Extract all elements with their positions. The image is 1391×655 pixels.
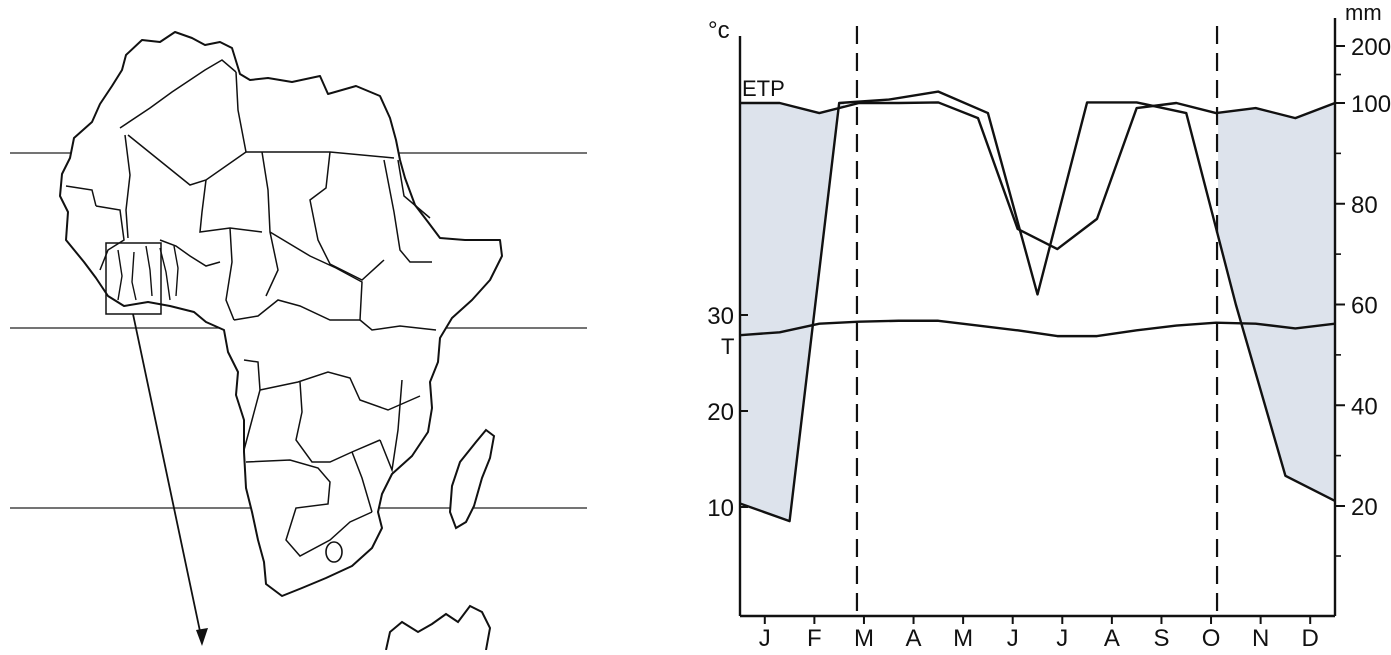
series-label-t: T — [721, 334, 734, 359]
left-axis-unit: °c — [708, 17, 730, 44]
inset-arrow-line — [132, 313, 202, 637]
climate-chart-svg: 10 20 30 °c 20 40 60 80 100 200 mm J F M A M J J A S O N D ETP… — [707, 0, 1391, 652]
month-label: N — [1252, 625, 1269, 650]
madagascar-outline — [448, 428, 496, 530]
month-label: A — [1104, 625, 1120, 650]
inset-borders — [117, 245, 179, 301]
month-label: M — [953, 625, 973, 650]
right-tick-label: 60 — [1351, 293, 1378, 320]
inset-arrow-head — [196, 628, 208, 646]
lesotho-outline — [325, 541, 343, 563]
africa-outline — [59, 31, 503, 597]
right-tick-label: 40 — [1351, 393, 1378, 420]
climate-chart: 10 20 30 °c 20 40 60 80 100 200 mm J F M A M J J A S O N D ETP… — [600, 0, 1391, 652]
deficit-area-late — [1218, 103, 1335, 501]
month-label: M — [854, 625, 874, 650]
shaded-deficit-areas — [740, 102, 1335, 522]
month-label: F — [807, 625, 822, 650]
chart-labels: ETP T — [721, 76, 785, 359]
month-label: J — [1056, 625, 1068, 650]
chart-axes: 10 20 30 °c 20 40 60 80 100 200 mm J F M A M J J A S O N D — [707, 0, 1391, 652]
left-tick-label: 10 — [707, 495, 734, 522]
series-label-etp: ETP — [742, 76, 785, 101]
right-axis-unit: mm — [1345, 0, 1382, 25]
country-borders — [65, 59, 437, 557]
left-tick-label: 30 — [707, 303, 734, 330]
africa-map — [0, 0, 600, 651]
right-tick-label: 200 — [1351, 34, 1391, 61]
dashed-season-markers — [855, 26, 1219, 616]
series-rainfall-line — [739, 90, 1336, 523]
month-label: J — [759, 625, 771, 650]
enlarged-region-outline — [385, 604, 492, 651]
month-label: S — [1153, 625, 1169, 650]
month-label: O — [1202, 625, 1221, 650]
right-tick-label: 100 — [1351, 91, 1391, 118]
left-tick-label: 20 — [707, 399, 734, 426]
chart-series — [739, 90, 1336, 523]
series-temperature-line — [739, 319, 1336, 338]
right-tick-label: 20 — [1351, 494, 1378, 521]
month-label: D — [1302, 625, 1319, 650]
right-tick-label: 80 — [1351, 192, 1378, 219]
month-label: J — [1007, 625, 1019, 650]
africa-map-svg — [10, 31, 587, 651]
deficit-area-early — [740, 102, 845, 522]
month-label: A — [906, 625, 922, 650]
